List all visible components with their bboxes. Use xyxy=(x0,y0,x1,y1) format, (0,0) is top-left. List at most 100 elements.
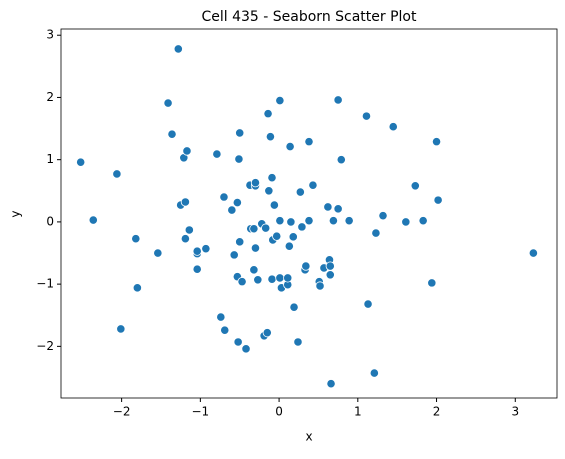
point xyxy=(250,178,261,188)
point xyxy=(201,244,211,254)
x-tick-label: 0 xyxy=(275,405,283,419)
x-tick-label: 1 xyxy=(354,405,362,419)
point xyxy=(433,195,443,205)
point xyxy=(401,217,411,227)
point xyxy=(336,155,346,165)
point xyxy=(264,186,274,196)
point xyxy=(173,44,183,54)
point xyxy=(363,299,373,309)
point xyxy=(182,146,192,156)
point xyxy=(263,109,273,119)
point xyxy=(328,216,339,226)
point xyxy=(333,95,343,105)
point xyxy=(286,217,296,227)
point xyxy=(326,379,336,389)
y-tick-label: 0 xyxy=(46,214,54,228)
point xyxy=(325,270,335,280)
point xyxy=(229,250,239,260)
point xyxy=(192,246,202,256)
y-axis-label: y xyxy=(9,210,23,217)
point xyxy=(344,216,354,226)
x-tick-label: 3 xyxy=(511,405,519,419)
point xyxy=(371,228,381,238)
point xyxy=(325,261,335,271)
point xyxy=(427,278,437,288)
point xyxy=(235,237,245,247)
y-tick-label: 3 xyxy=(46,28,54,42)
point xyxy=(237,277,247,287)
x-axis-label: x xyxy=(305,430,312,444)
chart-title: Cell 435 - Seaborn Scatter Plot xyxy=(201,9,417,25)
point xyxy=(410,181,420,191)
point xyxy=(288,232,298,242)
x-tick-label: −2 xyxy=(113,405,131,419)
point xyxy=(275,95,285,106)
point xyxy=(431,137,442,147)
point xyxy=(249,265,259,275)
y-tick-label: −1 xyxy=(36,277,54,291)
x-tick-label: −1 xyxy=(192,405,210,419)
point xyxy=(220,325,230,335)
point xyxy=(528,248,538,258)
point xyxy=(293,337,303,347)
point xyxy=(180,197,190,207)
point xyxy=(234,154,244,164)
y-tick-label: 1 xyxy=(46,152,54,166)
point xyxy=(253,275,263,285)
plot-frame xyxy=(60,28,558,399)
point xyxy=(76,157,86,167)
point xyxy=(249,224,259,234)
point xyxy=(235,128,245,138)
point xyxy=(184,225,194,235)
point xyxy=(269,200,279,210)
point xyxy=(131,234,141,244)
point xyxy=(219,192,229,202)
point xyxy=(262,328,272,338)
point xyxy=(132,283,142,293)
point xyxy=(388,122,398,132)
point xyxy=(112,169,122,179)
point xyxy=(369,368,379,378)
point xyxy=(250,243,261,253)
point xyxy=(232,198,242,208)
x-tick-label: 2 xyxy=(433,405,441,419)
point xyxy=(216,312,226,322)
point xyxy=(233,337,243,347)
point xyxy=(163,98,173,108)
point xyxy=(301,261,311,271)
point xyxy=(333,204,343,214)
point xyxy=(323,202,333,212)
point xyxy=(284,241,294,251)
point xyxy=(212,149,222,159)
point xyxy=(275,216,285,226)
point xyxy=(297,222,307,232)
point xyxy=(180,234,190,244)
point xyxy=(304,216,314,226)
point xyxy=(241,344,251,354)
point xyxy=(167,129,177,139)
point xyxy=(315,281,325,291)
y-tick-label: −2 xyxy=(36,339,54,353)
point xyxy=(265,132,276,142)
point xyxy=(275,273,285,283)
point xyxy=(308,180,318,190)
point xyxy=(289,302,299,312)
point xyxy=(304,137,314,147)
point xyxy=(378,211,388,221)
point xyxy=(295,187,305,197)
point xyxy=(116,324,126,334)
point xyxy=(418,216,428,226)
point xyxy=(261,223,271,233)
point xyxy=(153,248,163,258)
point xyxy=(283,273,293,283)
point xyxy=(267,274,277,284)
y-tick-label: 2 xyxy=(46,90,54,104)
point xyxy=(285,142,295,152)
point xyxy=(88,215,98,225)
point xyxy=(227,205,237,215)
point xyxy=(361,111,372,121)
point xyxy=(272,231,282,241)
point xyxy=(192,264,202,274)
point xyxy=(267,173,277,183)
